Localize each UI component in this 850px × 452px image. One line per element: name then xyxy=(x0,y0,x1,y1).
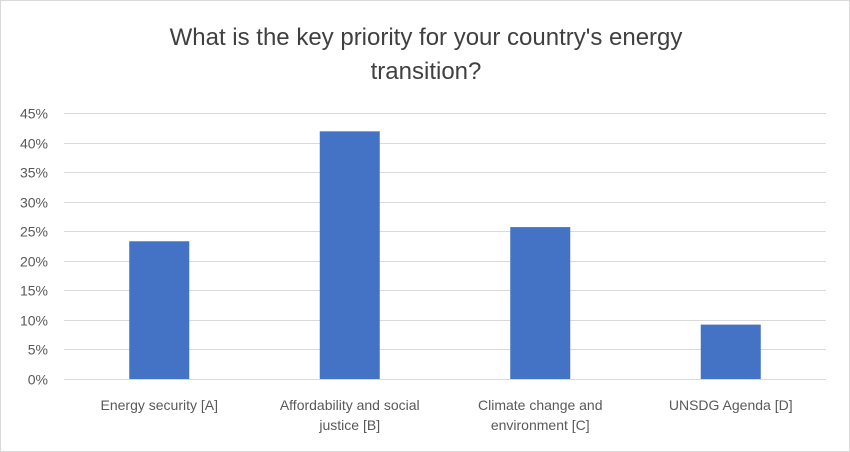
y-tick-label: 0% xyxy=(28,372,48,388)
y-tick-label: 15% xyxy=(20,283,48,299)
bar xyxy=(510,227,571,379)
x-category-label: Energy security [A] xyxy=(101,397,219,413)
y-tick-label: 40% xyxy=(20,136,48,152)
x-category-label: UNSDG Agenda [D] xyxy=(669,397,793,413)
bar xyxy=(129,241,190,379)
x-category-label: Affordability and social xyxy=(280,397,420,413)
chart-title: What is the key priority for your countr… xyxy=(1,21,850,89)
chart-title-line-1: What is the key priority for your countr… xyxy=(169,24,683,51)
y-tick-label: 5% xyxy=(28,342,48,358)
chart-title-line-2: transition? xyxy=(370,58,482,85)
x-category-label: Climate change and xyxy=(478,397,603,413)
y-tick-label: 20% xyxy=(20,254,48,270)
bar xyxy=(700,324,761,379)
bar xyxy=(319,131,380,379)
y-tick-label: 25% xyxy=(20,224,48,240)
y-tick-label: 45% xyxy=(20,106,48,122)
y-tick-label: 30% xyxy=(20,195,48,211)
x-category-label: justice [B] xyxy=(318,417,380,433)
y-tick-label: 35% xyxy=(20,165,48,181)
x-category-label: environment [C] xyxy=(491,417,590,433)
y-tick-label: 10% xyxy=(20,313,48,329)
